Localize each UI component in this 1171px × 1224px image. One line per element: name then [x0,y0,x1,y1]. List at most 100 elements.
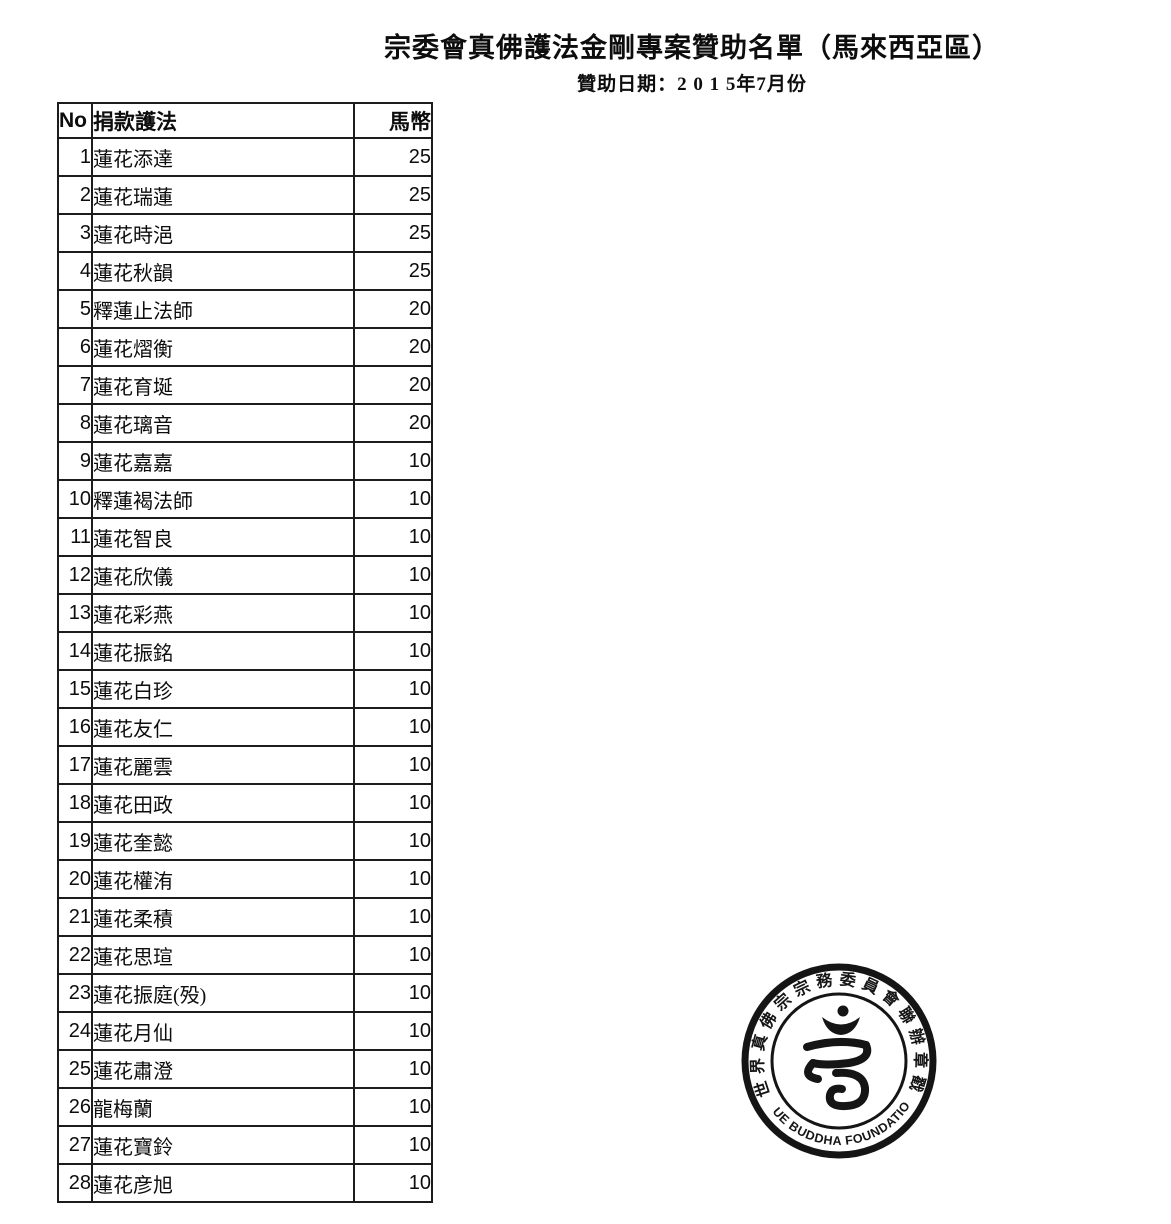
donor-name: 蓮花彩燕 [91,593,355,633]
row-number: 24 [57,1011,93,1051]
donor-name: 蓮花智良 [91,517,355,557]
donation-amount: 10 [353,1049,433,1089]
table-row: 14 蓮花振銘 10 [57,631,433,671]
donor-name: 釋蓮褐法師 [91,479,355,519]
donor-name: 蓮花添達 [91,137,355,177]
seal-graphic: 世界真佛宗宗務委員會聯辦章戳 TRUE BUDDHA FOUNDATION [741,963,937,1159]
donor-name: 蓮花柔積 [91,897,355,937]
row-number: 13 [57,593,93,633]
row-number: 23 [57,973,93,1013]
donor-name: 蓮花月仙 [91,1011,355,1051]
donor-name: 蓮花彦旭 [91,1163,355,1203]
row-number: 8 [57,403,93,443]
table-row: 22 蓮花思瑄 10 [57,935,433,975]
donor-name: 蓮花嘉嘉 [91,441,355,481]
donation-amount: 20 [353,289,433,329]
donation-amount: 10 [353,821,433,861]
donation-amount: 10 [353,593,433,633]
table-row: 16 蓮花友仁 10 [57,707,433,747]
donor-name: 蓮花瑞蓮 [91,175,355,215]
column-header-donor: 捐款護法 [91,102,355,139]
document-title: 宗委會真佛護法金剛專案贊助名單（馬來西亞區） [384,33,1000,63]
table-row: 25 蓮花肅澄 10 [57,1049,433,1089]
row-number: 16 [57,707,93,747]
row-number: 14 [57,631,93,671]
table-row: 26 龍梅蘭 10 [57,1087,433,1127]
row-number: 12 [57,555,93,595]
row-number: 28 [57,1163,93,1203]
donation-amount: 10 [353,897,433,937]
document-subtitle: 贊助日期：2 0 1 5年7月份 [577,74,807,95]
donor-name: 蓮花思瑄 [91,935,355,975]
table-row: 17 蓮花麗雲 10 [57,745,433,785]
donation-table: No 捐款護法 馬幣 1 蓮花添達 25 2 蓮花瑞蓮 25 3 蓮花時浥 25… [57,102,433,1203]
row-number: 6 [57,327,93,367]
donation-amount: 10 [353,555,433,595]
donor-name: 蓮花麗雲 [91,745,355,785]
donation-amount: 10 [353,669,433,709]
document-header: 宗委會真佛護法金剛專案贊助名單（馬來西亞區） 贊助日期：2 0 1 5年7月份 [213,26,1171,96]
table-row: 28 蓮花彦旭 10 [57,1163,433,1203]
donation-amount: 10 [353,631,433,671]
donation-amount: 10 [353,517,433,557]
row-number: 1 [57,137,93,177]
donation-amount: 10 [353,859,433,899]
seal-outer-ring [741,963,937,1159]
donation-amount: 10 [353,1163,433,1203]
row-number: 2 [57,175,93,215]
row-number: 18 [57,783,93,823]
donor-name: 蓮花寶鈴 [91,1125,355,1165]
donation-amount: 10 [353,441,433,481]
table-row: 5 釋蓮止法師 20 [57,289,433,329]
donation-amount: 10 [353,1011,433,1051]
donor-name: 蓮花奎懿 [91,821,355,861]
row-number: 10 [57,479,93,519]
table-row: 13 蓮花彩燕 10 [57,593,433,633]
donation-amount: 25 [353,175,433,215]
row-number: 19 [57,821,93,861]
donor-name: 蓮花振銘 [91,631,355,671]
donation-amount: 10 [353,973,433,1013]
table-row: 27 蓮花寶鈴 10 [57,1125,433,1165]
hum-seed-syllable-icon [803,1005,872,1111]
table-row: 8 蓮花璃音 20 [57,403,433,443]
donor-name: 蓮花振庭(殁) [91,973,355,1013]
donor-name: 蓮花白珍 [91,669,355,709]
table-row: 7 蓮花育埏 20 [57,365,433,405]
row-number: 15 [57,669,93,709]
row-number: 27 [57,1125,93,1165]
donation-amount: 10 [353,707,433,747]
donation-amount: 20 [353,365,433,405]
table-row: 24 蓮花月仙 10 [57,1011,433,1051]
donor-name: 蓮花友仁 [91,707,355,747]
row-number: 9 [57,441,93,481]
donation-amount: 20 [353,327,433,367]
row-number: 4 [57,251,93,291]
table-row: 6 蓮花熠衡 20 [57,327,433,367]
donor-name: 蓮花熠衡 [91,327,355,367]
donation-amount: 25 [353,251,433,291]
foundation-seal-stamp: 世界真佛宗宗務委員會聯辦章戳 TRUE BUDDHA FOUNDATION [737,959,941,1163]
table-row: 18 蓮花田政 10 [57,783,433,823]
donor-name: 蓮花璃音 [91,403,355,443]
donation-amount: 10 [353,479,433,519]
table-row: 9 蓮花嘉嘉 10 [57,441,433,481]
table-header-row: No 捐款護法 馬幣 [57,102,433,139]
column-header-no: No [57,102,93,139]
row-number: 25 [57,1049,93,1089]
row-number: 11 [57,517,93,557]
donor-name: 蓮花田政 [91,783,355,823]
row-number: 20 [57,859,93,899]
table-row: 12 蓮花欣儀 10 [57,555,433,595]
row-number: 5 [57,289,93,329]
table-row: 21 蓮花柔積 10 [57,897,433,937]
column-header-amount: 馬幣 [353,102,433,139]
row-number: 7 [57,365,93,405]
donation-amount: 10 [353,783,433,823]
donor-name: 蓮花肅澄 [91,1049,355,1089]
donation-amount: 10 [353,745,433,785]
table-row: 23 蓮花振庭(殁) 10 [57,973,433,1013]
table-row: 19 蓮花奎懿 10 [57,821,433,861]
table-row: 1 蓮花添達 25 [57,137,433,177]
